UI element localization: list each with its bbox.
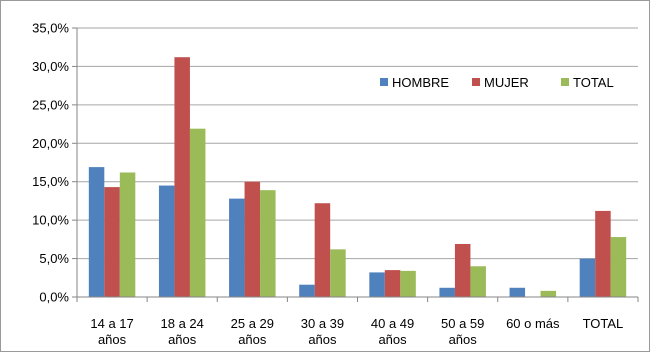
bar-total	[470, 266, 486, 297]
x-tick-label: 40 a 49	[371, 316, 414, 331]
x-tick-label: años	[168, 332, 197, 347]
x-tick-label: 50 a 59	[441, 316, 484, 331]
bar-mujer	[454, 243, 471, 297]
x-tick-label: 60 o más	[506, 316, 560, 331]
bar-hombre	[579, 258, 596, 297]
legend-swatch-mujer	[472, 78, 480, 86]
bar-mujer	[314, 203, 331, 297]
y-tick-label: 35,0%	[32, 21, 69, 36]
bar-hombre	[299, 284, 315, 297]
y-tick-label: 15,0%	[32, 174, 69, 189]
y-tick-label: 25,0%	[32, 97, 69, 112]
bar-mujer	[244, 181, 261, 297]
bar-hombre	[439, 287, 455, 297]
x-tick-label: 18 a 24	[161, 316, 204, 331]
bar-total	[400, 270, 416, 297]
bar-mujer	[384, 270, 401, 297]
x-tick-label: TOTAL	[583, 316, 624, 331]
y-tick-label: 0,0%	[39, 290, 69, 305]
x-tick-label: 25 a 29	[231, 316, 274, 331]
x-tick-label: años	[238, 332, 267, 347]
legend-label-mujer: MUJER	[484, 75, 529, 90]
x-tick-label: años	[98, 332, 127, 347]
legend-swatch-total	[561, 78, 569, 86]
x-tick-label: años	[308, 332, 337, 347]
bar-total	[260, 190, 276, 297]
legend-label-total: TOTAL	[573, 75, 614, 90]
y-tick-label: 20,0%	[32, 136, 69, 151]
axes	[72, 27, 639, 302]
y-tick-label: 30,0%	[32, 59, 69, 74]
bar-total	[189, 128, 206, 297]
bar-mujer	[104, 187, 120, 297]
x-tick-label: años	[449, 332, 478, 347]
bars	[88, 57, 627, 297]
y-tick-label: 10,0%	[32, 213, 69, 228]
y-tick-label: 5,0%	[39, 251, 69, 266]
bar-total	[330, 249, 346, 297]
y-axis-ticks: 0,0% 5,0% 10,0% 15,0% 20,0% 25,0% 30,0% 35,0%	[32, 21, 69, 305]
bar-mujer	[595, 210, 611, 297]
x-tick-label: años	[378, 332, 407, 347]
x-tick-label: 14 a 17	[90, 316, 133, 331]
bar-hombre	[509, 287, 526, 297]
bar-hombre	[229, 198, 245, 297]
bar-hombre	[369, 272, 385, 297]
bar-total	[540, 290, 557, 297]
bar-total	[119, 172, 136, 297]
bar-total	[610, 237, 627, 297]
legend-label-hombre: HOMBRE	[392, 75, 449, 90]
x-tick-label: 30 a 39	[301, 316, 344, 331]
bar-hombre	[158, 185, 175, 297]
legend: HOMBRE MUJER TOTAL	[380, 75, 614, 90]
bar-mujer	[174, 57, 190, 297]
legend-swatch-hombre	[380, 78, 388, 86]
bar-hombre	[88, 167, 105, 297]
